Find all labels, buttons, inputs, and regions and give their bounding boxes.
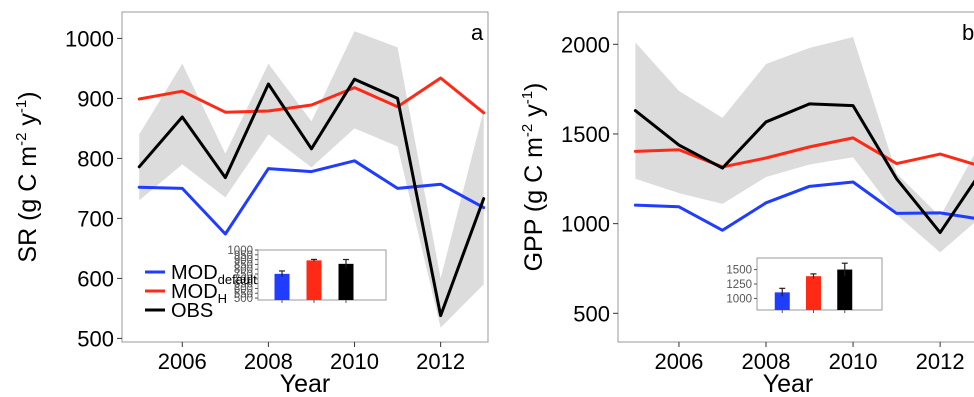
inset-y-tick-label: 800 [234, 264, 253, 276]
y-tick-label: 800 [77, 146, 114, 171]
inset-y-tick-label: 650 [234, 279, 253, 291]
legend-label-mod_default: MODdefault [171, 262, 257, 287]
x-axis-title: Year [763, 370, 814, 397]
inset-y-tick-label: 950 [234, 250, 253, 262]
inset-bar-mod_default [274, 273, 290, 300]
inset-y-tick-label: 750 [234, 269, 253, 281]
y-tick-label: 900 [77, 86, 114, 111]
legend-label-mod_h: MODH [171, 281, 227, 306]
x-tick-label: 2006 [158, 349, 207, 374]
y-tick-label: 500 [77, 326, 114, 351]
panel-letter: b [962, 20, 974, 45]
x-tick-label: 2012 [416, 349, 465, 374]
inset-bar-obs [338, 263, 354, 300]
inset-y-tick-label: 700 [234, 274, 253, 286]
inset-bar-mod_h [306, 260, 322, 300]
inset-y-tick-label: 850 [234, 259, 253, 271]
inset-y-tick-label: 1250 [726, 279, 752, 291]
inset-y-tick-label: 500 [234, 293, 253, 305]
plot-area [137, 31, 486, 328]
x-tick-label: 2010 [330, 349, 379, 374]
legend-label-obs: OBS [171, 300, 213, 322]
panel-b: 500 1000 1500 2000 2006 2008 2010 2012 Year GPP (… [519, 11, 974, 397]
plot-frame [121, 11, 489, 343]
uncertainty-band [635, 37, 974, 253]
y-tick-label: 600 [77, 266, 114, 291]
plot-area [633, 37, 974, 253]
inset-y-tick-label: 1000 [726, 293, 752, 305]
inset-y-tick-label: 600 [234, 283, 253, 295]
x-tick-label: 2008 [244, 349, 293, 374]
inset-bar-obs [837, 269, 853, 310]
y-tick-label: 1000 [65, 26, 114, 51]
inset-y-tick-label: 1000 [227, 245, 253, 257]
series-line-mod_default [137, 159, 486, 236]
y-axis-title: SR (g C m-2 y-1) [13, 91, 42, 262]
x-tick-label: 2006 [654, 349, 703, 374]
x-axis-title: Year [280, 370, 331, 397]
inset-y-tick-label: 550 [234, 288, 253, 300]
series-line-obs [633, 102, 974, 235]
y-tick-label: 700 [77, 206, 114, 231]
y-tick-label: 500 [573, 301, 610, 326]
inset-bar-mod_h [806, 276, 821, 310]
y-tick-label: 1000 [561, 212, 610, 237]
inset-y-tick-label: 1500 [726, 265, 752, 277]
x-tick-label: 2012 [916, 349, 965, 374]
y-axis-title: GPP (g C m-2 y-1) [519, 83, 548, 272]
inset-bar-mod_default [774, 292, 790, 310]
x-tick-label: 2010 [829, 349, 878, 374]
series-line-mod_h [633, 136, 974, 169]
series-line-mod_h [137, 76, 486, 115]
panel-letter: a [471, 20, 484, 45]
x-tick-label: 2008 [742, 349, 791, 374]
plot-frame [617, 11, 974, 343]
inset-y-tick-label: 900 [234, 255, 253, 267]
y-tick-label: 1500 [561, 122, 610, 147]
y-tick-label: 2000 [561, 32, 610, 57]
inset-bar-chart: 1000 1250 1500 [726, 257, 883, 313]
series-line-obs [137, 77, 486, 318]
